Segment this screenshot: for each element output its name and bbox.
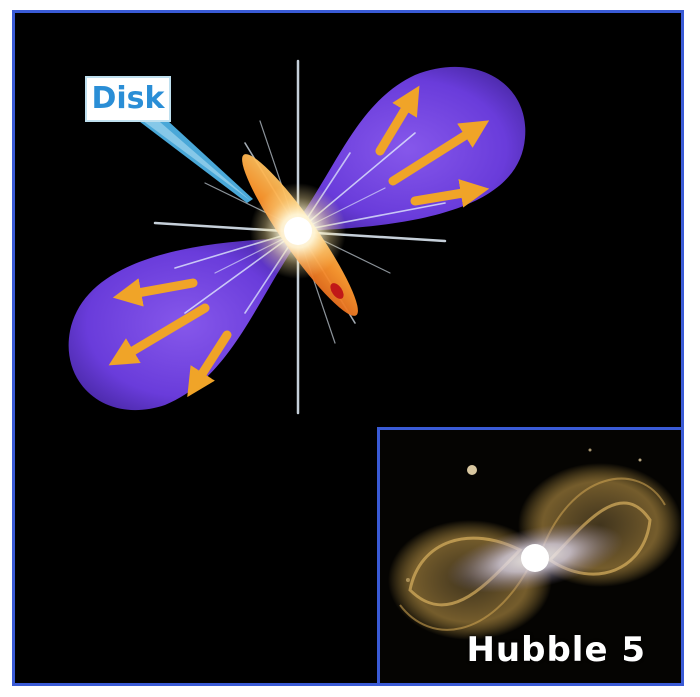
hubble-inset-image: Hubble 5 [377, 427, 681, 683]
disk-pointer [123, 109, 253, 203]
bipolar-outflow-diagram [68, 59, 526, 415]
diagram-frame: Disk [12, 10, 684, 686]
outflow-arrows-lower [108, 278, 232, 398]
disk-label: Disk [85, 76, 171, 122]
outflow-arrows-upper [375, 85, 490, 208]
hubble-caption: Hubble 5 [466, 630, 646, 670]
hubble-5-nebula [388, 448, 681, 640]
